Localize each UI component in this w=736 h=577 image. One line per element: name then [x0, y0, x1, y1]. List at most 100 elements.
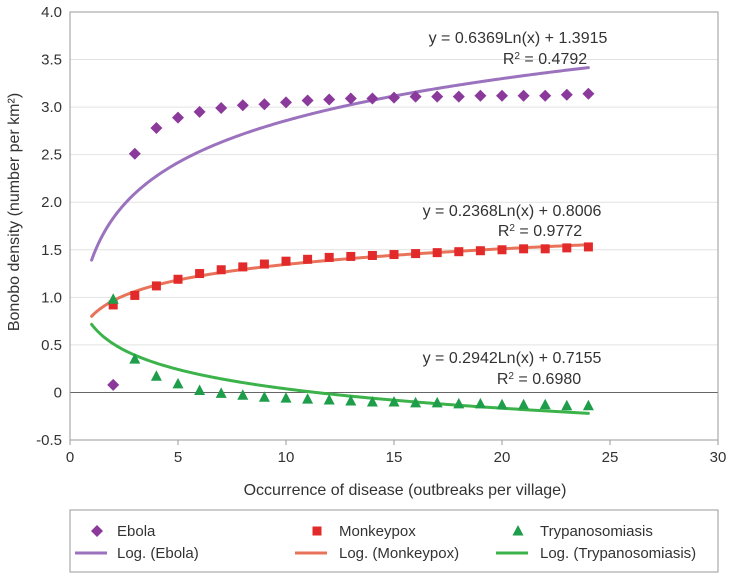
y-tick-label: 2.0 — [41, 194, 62, 211]
legend-label: Ebola — [117, 523, 156, 540]
ebola-point — [452, 90, 465, 103]
ebola-point — [474, 89, 487, 102]
trypanosomiasis-point — [280, 392, 292, 403]
legend-label: Trypanosomiasis — [540, 523, 653, 540]
y-tick-label: 0.5 — [41, 337, 62, 354]
trypanosomiasis-point — [431, 396, 443, 408]
legend-item: Monkeypox — [312, 523, 416, 540]
monkeypox-point — [281, 256, 291, 266]
legend-item: Log. (Monkeypox) — [295, 545, 459, 562]
ebola-point — [193, 105, 206, 118]
y-tick-label: 0 — [54, 384, 62, 401]
trypanosomiasis-point — [561, 399, 573, 411]
ebola-point — [409, 90, 422, 103]
trendline-equation: y = 0.6369Ln(x) + 1.3915 — [429, 30, 608, 47]
legend-label: Log. (Monkeypox) — [339, 545, 459, 562]
trypanosomiasis-point — [474, 397, 486, 409]
ebola-point — [560, 88, 573, 101]
trypanosomiasis-point — [129, 353, 141, 364]
monkeypox-point — [389, 250, 399, 260]
ebola-point — [236, 99, 249, 112]
ebola-point — [107, 378, 120, 391]
x-tick-label: 10 — [278, 449, 295, 466]
monkeypox-point — [519, 244, 529, 254]
x-tick-label: 5 — [174, 449, 182, 466]
ebola-point — [582, 87, 595, 100]
monkeypox-point — [454, 247, 464, 257]
monkeypox-point — [151, 281, 161, 291]
monkeypox-point — [367, 250, 377, 260]
legend-item: Log. (Trypanosomiasis) — [496, 545, 696, 562]
legend-item: Ebola — [91, 523, 156, 540]
legend-label: Monkeypox — [339, 523, 416, 540]
ebola-point — [280, 96, 292, 109]
trypanosomiasis-point — [410, 396, 422, 408]
legend-marker-swatch — [91, 525, 103, 537]
x-axis-title: Occurrence of disease (outbreaks per vil… — [244, 482, 567, 499]
x-tick-label: 0 — [66, 449, 74, 466]
trendline-1 — [90, 243, 590, 318]
y-tick-label: -0.5 — [36, 432, 62, 449]
y-tick-label: 3.5 — [41, 52, 62, 69]
ebola-point — [128, 147, 141, 160]
r-squared-label: R2 = 0.6980 — [497, 371, 581, 389]
trypanosomiasis-point — [302, 393, 314, 404]
monkeypox-point — [497, 245, 507, 255]
plot-area-border — [69, 11, 719, 441]
trypanosomiasis-point — [107, 293, 119, 304]
legend-marker-swatch — [512, 525, 524, 536]
y-tick-label: 1.5 — [41, 242, 62, 259]
ebola-point — [431, 90, 444, 103]
y-axis-title: Bonobo density (number per km²) — [6, 93, 23, 331]
ebola-point — [517, 89, 530, 102]
ebola-point — [301, 94, 314, 107]
trendline-equations: y = 0.6369Ln(x) + 1.3915 R2 = 0.4792 y = 0… — [423, 30, 608, 388]
ebola-point — [366, 92, 379, 105]
ebola-point — [539, 89, 552, 102]
trypanosomiasis-point — [582, 399, 594, 411]
ebola-point — [215, 102, 228, 115]
monkeypox-point — [540, 244, 550, 254]
y-tick-label: 1.0 — [41, 289, 62, 306]
r-squared-label: R2 = 0.4792 — [503, 51, 587, 69]
y-tick-labels: -0.5 0 0.5 1.0 1.5 2.0 2.5 3.0 3.5 4.0 — [36, 4, 62, 449]
gridlines — [70, 11, 718, 441]
trypanosomiasis-point — [323, 394, 335, 405]
x-tick-label: 20 — [494, 449, 511, 466]
x-tick-labels: 0 5 10 15 20 25 30 — [66, 440, 727, 466]
trypanosomiasis-point — [539, 398, 551, 410]
ebola-point — [258, 98, 271, 111]
trendline-equation: y = 0.2942Ln(x) + 0.7155 — [423, 350, 602, 367]
trypanosomiasis-point — [345, 395, 357, 406]
y-tick-label: 2.5 — [41, 147, 62, 164]
ebola-point — [172, 111, 184, 124]
y-tick-label: 3.0 — [41, 99, 62, 116]
legend-item: Log. (Ebola) — [75, 545, 199, 562]
trendline-equation: y = 0.2368Ln(x) + 0.8006 — [423, 203, 602, 220]
monkeypox-point — [583, 242, 593, 252]
x-tick-label: 25 — [602, 449, 619, 466]
legend-item: Trypanosomiasis — [512, 523, 653, 540]
monkeypox-point — [346, 251, 356, 261]
ebola-point — [344, 92, 357, 105]
monkeypox-point — [475, 246, 485, 256]
monkeypox-point — [195, 269, 205, 279]
legend-label: Log. (Ebola) — [117, 545, 199, 562]
monkeypox-point — [432, 248, 442, 258]
monkeypox-point — [173, 274, 183, 284]
r-squared-label: R2 = 0.9772 — [498, 223, 582, 241]
trypanosomiasis-point — [453, 397, 465, 409]
legend-box — [69, 509, 719, 573]
monkeypox-point — [303, 254, 313, 264]
x-tick-label: 30 — [710, 449, 727, 466]
trypanosomiasis-point — [215, 387, 227, 398]
x-tick-label: 15 — [386, 449, 403, 466]
trypanosomiasis-point — [518, 398, 530, 410]
monkeypox-point — [324, 252, 334, 262]
monkeypox-point — [216, 265, 226, 275]
ebola-point — [388, 91, 400, 104]
monkeypox-point — [238, 262, 248, 272]
monkeypox-point — [411, 249, 421, 259]
ebola-point — [323, 93, 336, 106]
monkeypox-point — [562, 243, 572, 253]
